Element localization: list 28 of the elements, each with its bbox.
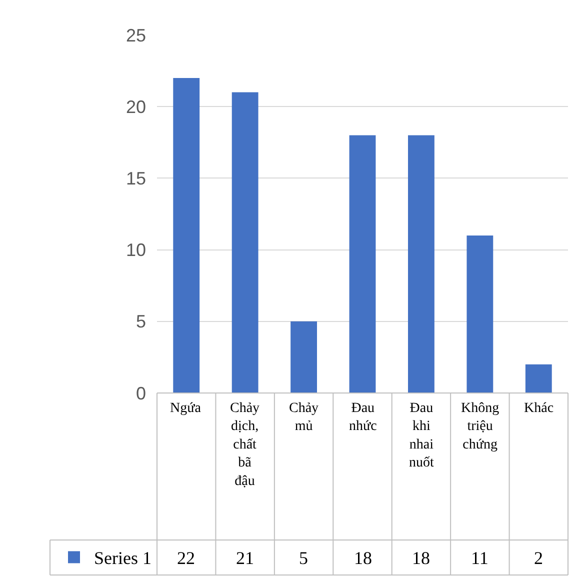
bar [173,78,200,393]
y-tick-label: 20 [126,96,146,117]
bar [466,235,494,393]
bar [290,321,317,393]
bar [349,135,376,393]
bar [525,364,552,393]
data-label: 21 [236,548,254,568]
data-label: 22 [177,548,195,568]
data-label: 18 [412,548,430,568]
data-label: 5 [299,548,308,568]
bar [232,92,258,393]
data-label: 18 [354,548,372,568]
data-label: 2 [534,548,543,568]
y-tick-label: 15 [126,168,146,188]
x-tick-label: Khác [524,401,554,416]
y-tick-label: 5 [136,312,146,332]
y-tick-label: 10 [126,240,146,260]
data-label: 11 [471,548,488,568]
x-tick-label: Chảy mủ [289,401,319,434]
legend-label: Series 1 [94,548,152,568]
x-tick-label: Ngứa [170,401,202,416]
bar [408,135,434,393]
x-tick-label: Đau khi nhai nuốt [409,401,434,471]
x-tick-label: Đau nhức [349,401,377,434]
y-tick-label: 25 [126,25,146,46]
y-tick-label: 0 [136,383,146,404]
x-tick-label: Không triệu chứng [461,401,500,452]
x-tick-label: Chảy dịch, chất bã đậu [230,401,260,489]
